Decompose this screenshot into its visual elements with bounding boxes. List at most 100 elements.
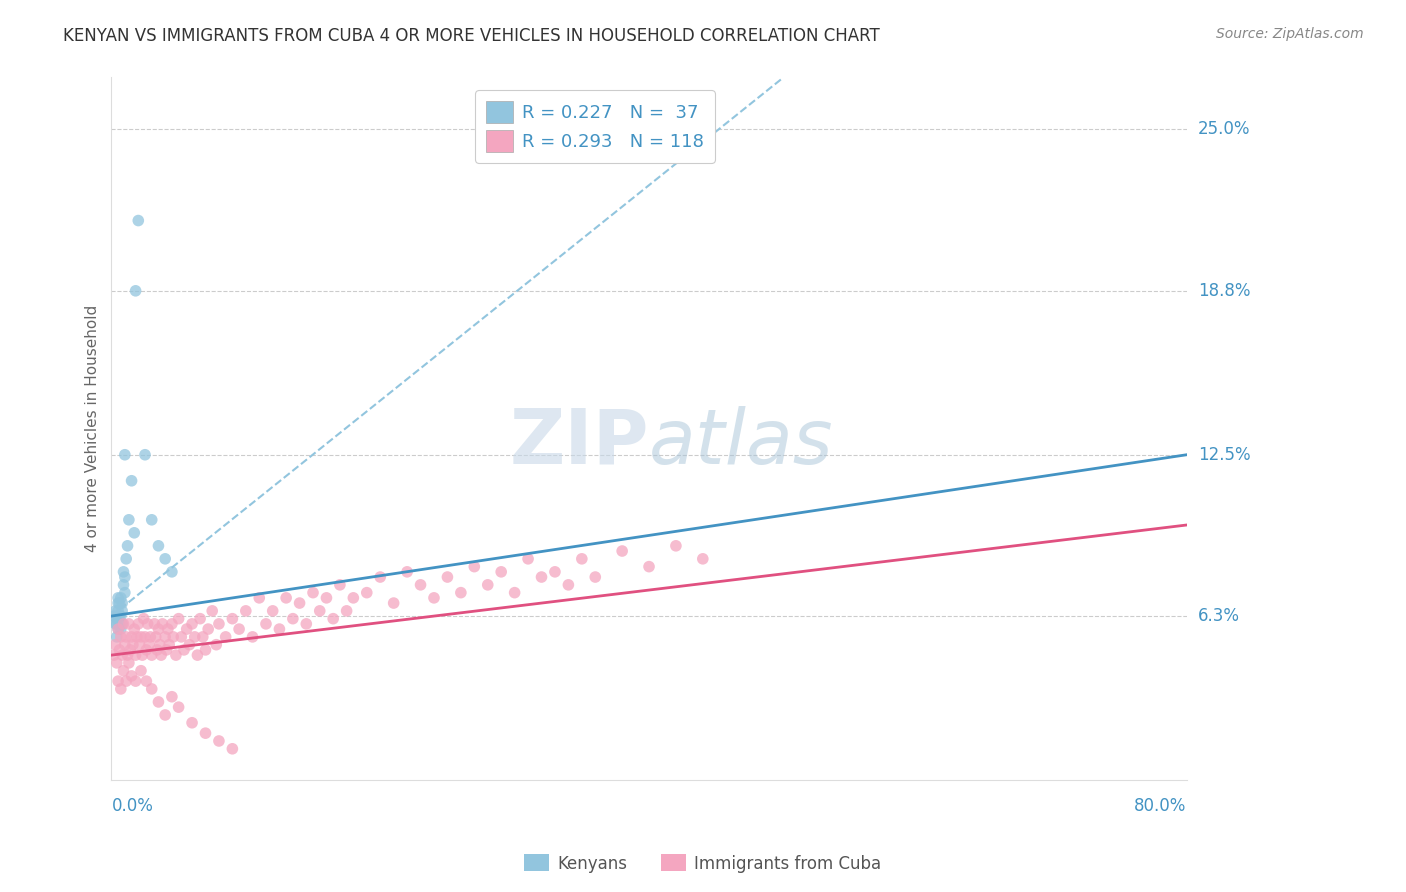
- Point: [107, 622, 129, 636]
- Point: [143, 616, 166, 631]
- Point: [111, 596, 134, 610]
- Point: [124, 648, 146, 662]
- Point: [114, 448, 136, 462]
- Point: [194, 726, 217, 740]
- Point: [107, 591, 129, 605]
- Point: [107, 604, 129, 618]
- Point: [107, 622, 129, 636]
- Point: [139, 630, 162, 644]
- Point: [262, 604, 284, 618]
- Point: [155, 643, 177, 657]
- Point: [114, 585, 136, 599]
- Point: [162, 630, 184, 644]
- Point: [302, 585, 325, 599]
- Point: [409, 578, 432, 592]
- Point: [128, 638, 150, 652]
- Point: [115, 551, 138, 566]
- Point: [107, 674, 129, 689]
- Text: Source: ZipAtlas.com: Source: ZipAtlas.com: [1216, 27, 1364, 41]
- Point: [112, 664, 135, 678]
- Point: [108, 609, 131, 624]
- Point: [173, 643, 195, 657]
- Text: 80.0%: 80.0%: [1135, 797, 1187, 814]
- Point: [145, 630, 167, 644]
- Point: [111, 604, 134, 618]
- Point: [135, 674, 157, 689]
- Point: [329, 578, 352, 592]
- Point: [104, 616, 127, 631]
- Point: [356, 585, 378, 599]
- Point: [477, 578, 499, 592]
- Point: [322, 612, 344, 626]
- Point: [583, 570, 606, 584]
- Point: [281, 612, 304, 626]
- Point: [336, 604, 359, 618]
- Point: [156, 622, 179, 636]
- Point: [141, 681, 163, 696]
- Point: [308, 604, 330, 618]
- Point: [184, 630, 207, 644]
- Point: [235, 604, 257, 618]
- Point: [115, 630, 138, 644]
- Point: [124, 674, 146, 689]
- Point: [114, 638, 136, 652]
- Point: [122, 638, 145, 652]
- Point: [112, 565, 135, 579]
- Text: ZIP: ZIP: [509, 406, 650, 480]
- Text: 0.0%: 0.0%: [111, 797, 153, 814]
- Point: [138, 638, 160, 652]
- Point: [135, 643, 157, 657]
- Point: [124, 284, 146, 298]
- Point: [141, 513, 163, 527]
- Text: atlas: atlas: [650, 406, 834, 480]
- Point: [136, 616, 159, 631]
- Point: [108, 643, 131, 657]
- Point: [117, 648, 139, 662]
- Point: [153, 551, 176, 566]
- Point: [120, 643, 142, 657]
- Point: [112, 578, 135, 592]
- Point: [110, 609, 132, 624]
- Point: [103, 609, 125, 624]
- Point: [118, 656, 141, 670]
- Point: [165, 648, 187, 662]
- Point: [489, 565, 512, 579]
- Text: 18.8%: 18.8%: [1198, 282, 1250, 300]
- Point: [194, 643, 217, 657]
- Point: [131, 648, 153, 662]
- Point: [127, 213, 149, 227]
- Point: [157, 638, 180, 652]
- Point: [103, 648, 125, 662]
- Legend: R = 0.227   N =  37, R = 0.293   N = 118: R = 0.227 N = 37, R = 0.293 N = 118: [475, 90, 714, 163]
- Point: [423, 591, 446, 605]
- Point: [148, 695, 170, 709]
- Point: [436, 570, 458, 584]
- Point: [191, 630, 214, 644]
- Point: [146, 643, 169, 657]
- Point: [105, 616, 128, 631]
- Point: [110, 591, 132, 605]
- Point: [118, 616, 141, 631]
- Legend: Kenyans, Immigrants from Cuba: Kenyans, Immigrants from Cuba: [517, 847, 889, 880]
- Point: [315, 591, 337, 605]
- Point: [127, 616, 149, 631]
- Point: [125, 630, 148, 644]
- Point: [269, 622, 291, 636]
- Point: [160, 616, 183, 631]
- Point: [121, 669, 143, 683]
- Point: [242, 630, 264, 644]
- Point: [247, 591, 270, 605]
- Point: [111, 648, 134, 662]
- Y-axis label: 4 or more Vehicles in Household: 4 or more Vehicles in Household: [86, 305, 100, 552]
- Point: [181, 616, 204, 631]
- Point: [110, 681, 132, 696]
- Point: [544, 565, 567, 579]
- Point: [108, 616, 131, 631]
- Text: 6.3%: 6.3%: [1198, 607, 1240, 625]
- Point: [148, 622, 170, 636]
- Point: [105, 630, 128, 644]
- Point: [153, 630, 176, 644]
- Point: [188, 612, 211, 626]
- Point: [221, 741, 243, 756]
- Point: [121, 474, 143, 488]
